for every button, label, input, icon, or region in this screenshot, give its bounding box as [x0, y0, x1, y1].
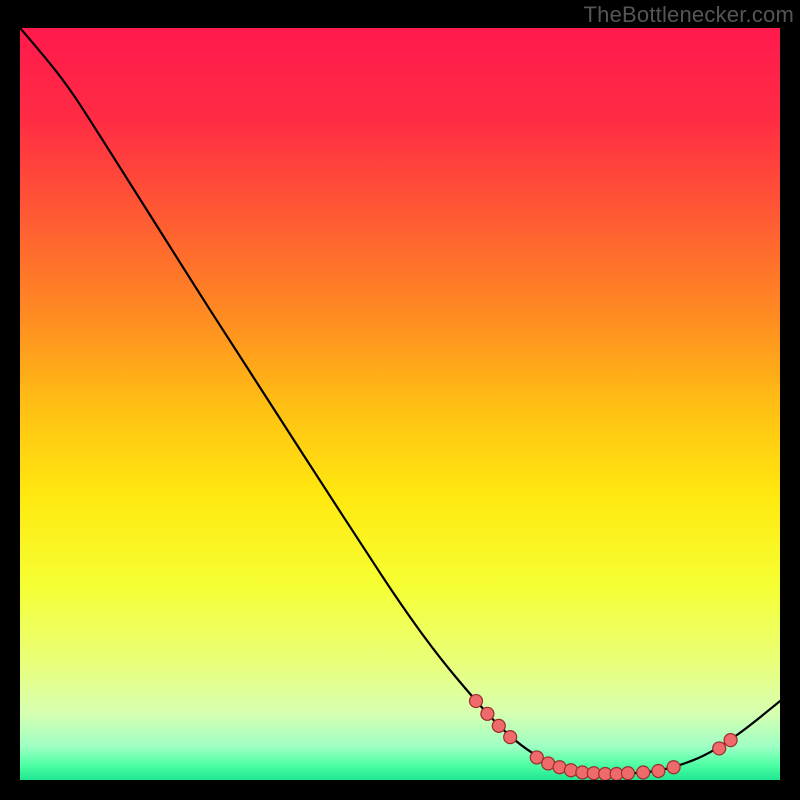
data-marker — [565, 764, 578, 777]
data-marker — [492, 719, 505, 732]
data-marker — [724, 734, 737, 747]
bottleneck-curve — [20, 28, 780, 774]
data-marker — [637, 766, 650, 779]
watermark-text: TheBottlenecker.com — [584, 2, 794, 28]
curve-layer — [20, 28, 780, 780]
plot-area — [20, 28, 780, 780]
data-marker — [504, 731, 517, 744]
data-marker — [667, 761, 680, 774]
chart-container: TheBottlenecker.com — [0, 0, 800, 800]
data-marker — [481, 707, 494, 720]
data-marker — [622, 767, 635, 780]
markers-group — [470, 695, 738, 780]
data-marker — [713, 742, 726, 755]
data-marker — [652, 764, 665, 777]
data-marker — [470, 695, 483, 708]
